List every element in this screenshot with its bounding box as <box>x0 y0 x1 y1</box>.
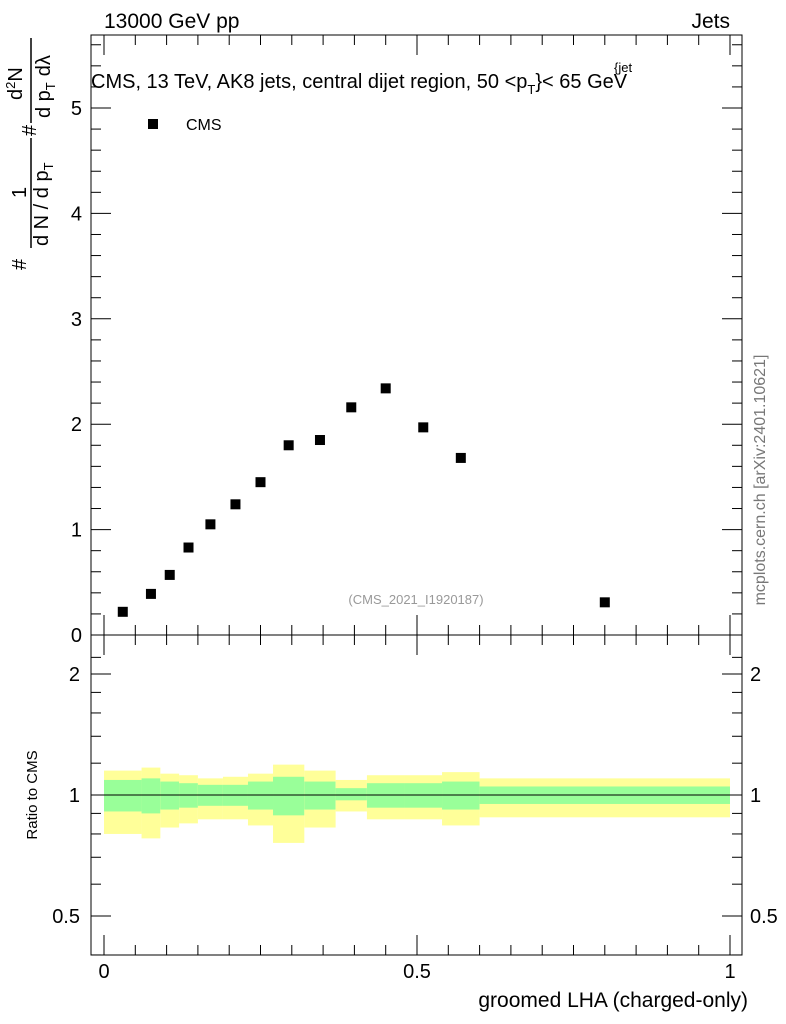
cms-data-point <box>599 597 610 608</box>
ratio-y-tick-label-left: 0.5 <box>52 906 80 928</box>
cms-data-point <box>164 569 175 580</box>
main-y-tick-label: 1 <box>71 520 82 542</box>
side-source-text: mcplots.cern.ch [arXiv:2401.10621] <box>752 355 769 606</box>
ratio-axis-ticks <box>91 635 742 956</box>
main-y-tick-labels: 0 1 2 3 4 5 <box>71 98 82 647</box>
ylabel-den-sub: T <box>41 162 56 170</box>
analysis-watermark: (CMS_2021_I1920187) <box>348 592 483 607</box>
ylabel-dp-text: d p <box>33 90 55 118</box>
plot-title-main: CMS, 13 TeV, AK8 jets, central dijet reg… <box>91 71 527 93</box>
legend-marker <box>148 119 158 129</box>
ylabel-hash-1: # <box>9 258 31 270</box>
ratio-y-tick-label-left: 1 <box>69 785 80 807</box>
ratio-uncertainty-bands <box>104 764 730 843</box>
cms-data-point <box>183 542 194 553</box>
ylabel-dp-sub: T <box>43 82 58 90</box>
main-y-tick-label: 0 <box>71 625 82 647</box>
ratio-y-tick-label-right: 2 <box>750 664 761 686</box>
ratio-inner-band-bin <box>160 781 180 810</box>
cms-data-point <box>145 588 156 599</box>
cms-data-point <box>117 606 128 617</box>
ylabel-hash-2: # <box>19 124 41 136</box>
ratio-y-tick-label-right: 1 <box>750 785 761 807</box>
plot-title-sup: {jet <box>614 60 632 75</box>
plot-title-end: }< 65 GeV <box>535 71 627 93</box>
ratio-y-tick-labels: 0.5 1 2 0.5 1 2 <box>52 664 778 928</box>
x-axis-label: groomed LHA (charged-only) <box>478 989 748 1012</box>
header-right-label: Jets <box>691 10 730 33</box>
ratio-inner-band-bin <box>304 781 336 810</box>
cms-data-point <box>314 435 325 446</box>
ratio-inner-band-bin <box>247 781 274 810</box>
header-left-label: 13000 GeV pp <box>104 10 239 33</box>
ratio-inner-band-bin <box>273 776 305 816</box>
main-y-tick-label: 4 <box>71 203 82 225</box>
cms-data-point <box>455 452 466 463</box>
cms-data-point <box>205 519 216 530</box>
ratio-inner-band-bin <box>335 788 367 801</box>
cms-data-point <box>418 422 429 433</box>
ylabel-num-d: d <box>5 89 27 100</box>
ratio-inner-band-bin <box>104 779 142 812</box>
ratio-inner-band-bin <box>442 781 480 810</box>
cms-data-point <box>255 477 266 488</box>
main-y-tick-label: 5 <box>71 98 82 120</box>
cms-data-point <box>380 383 391 394</box>
ylabel-num-sup: 2 <box>3 82 18 89</box>
plot-title-sub: T <box>527 82 535 97</box>
ylabel-one: 1 <box>9 187 31 198</box>
main-axis-ticks <box>91 35 742 636</box>
cms-data-point <box>230 499 241 510</box>
ylabel-dlambda: dλ <box>33 55 55 76</box>
x-tick-label: 0.5 <box>403 961 431 983</box>
cms-data-point <box>283 440 294 451</box>
main-y-axis-label: # 1 d N / d pT # d2N d pTdλ <box>3 38 58 270</box>
ratio-y-tick-label-left: 2 <box>69 664 80 686</box>
ratio-y-axis-label: Ratio to CMS <box>24 750 41 839</box>
ylabel-denominator: d N / d pT <box>31 162 56 246</box>
legend-label: CMS <box>186 117 222 134</box>
ratio-y-tick-label-right: 0.5 <box>750 906 778 928</box>
x-tick-labels: 0 0.5 1 <box>98 961 735 983</box>
ylabel-num-n: N <box>5 67 27 81</box>
x-tick-label: 1 <box>724 961 735 983</box>
cms-data-point <box>346 402 357 413</box>
ylabel-den-text: d N / d p <box>31 170 53 246</box>
ylabel-numerator: d2N <box>3 67 27 100</box>
cms-data-markers <box>117 383 610 617</box>
plot-title: CMS, 13 TeV, AK8 jets, central dijet reg… <box>91 71 628 97</box>
main-y-tick-label: 2 <box>71 414 82 436</box>
ratio-inner-band-bin <box>141 778 161 814</box>
ylabel-dp: d pTdλ <box>33 55 58 118</box>
x-tick-label: 0 <box>98 961 109 983</box>
main-y-tick-label: 3 <box>71 309 82 331</box>
